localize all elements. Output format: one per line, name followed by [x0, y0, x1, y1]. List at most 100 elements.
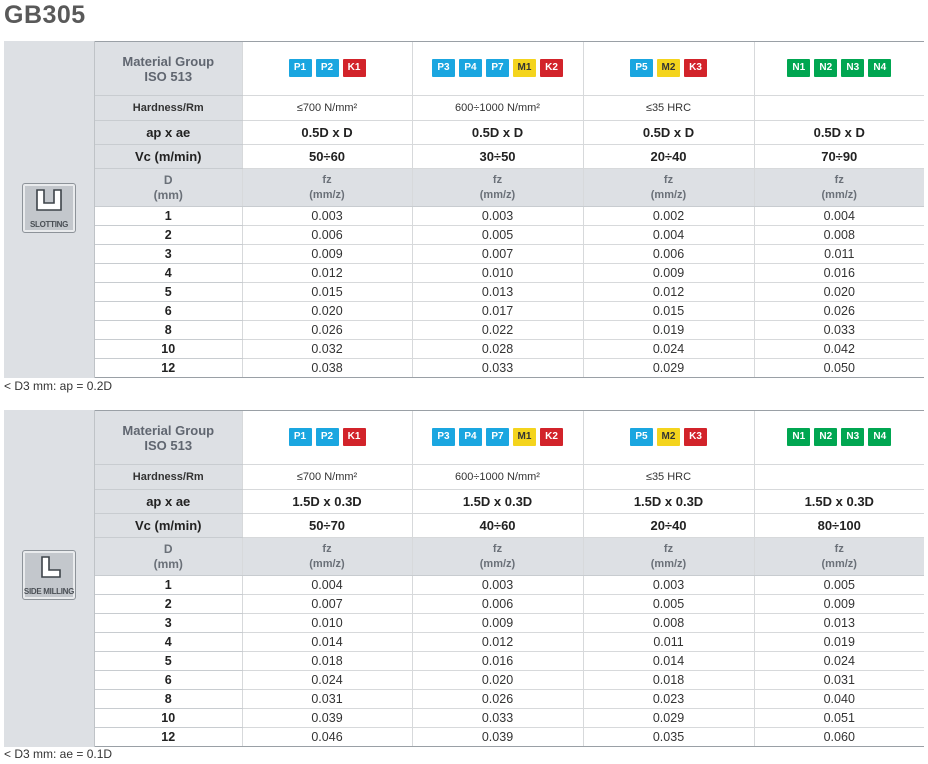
iso-badge-k2: K2: [540, 59, 563, 78]
feed-cell: 0.033: [411, 708, 583, 728]
material-badges-cell: N1 N2 N3 N4: [753, 41, 924, 96]
apae-value: 1.5D x 0.3D: [411, 489, 583, 514]
feed-cell: 0.012: [411, 632, 583, 652]
iso-badge-n3: N3: [841, 428, 865, 447]
feed-cell: 0.046: [241, 727, 412, 747]
apae-row: ap x ae 1.5D x 0.3D 1.5D x 0.3D 1.5D x 0.3D…: [95, 489, 924, 514]
feed-cell: 0.060: [753, 727, 924, 747]
apae-value: 1.5D x 0.3D: [753, 489, 924, 514]
feed-cell: 0.012: [241, 263, 412, 283]
side-milling-symbol: [41, 556, 61, 578]
feed-cell: 0.024: [582, 339, 754, 359]
hardness-value: ≤700 N/mm²: [241, 95, 412, 121]
table-row: 1 0.003 0.003 0.002 0.004: [95, 206, 924, 226]
feed-cell: 0.004: [753, 206, 924, 226]
iso-badge-k3: K3: [684, 428, 707, 447]
feed-cell: 0.006: [241, 225, 412, 245]
feed-cell: 0.040: [753, 689, 924, 709]
vc-row: Vc (m/min) 50÷60 30÷50 20÷40 70÷90: [95, 144, 924, 169]
vc-row: Vc (m/min) 50÷70 40÷60 20÷40 80÷100: [95, 513, 924, 538]
iso-badge-n4: N4: [868, 59, 892, 78]
table-row: 2 0.006 0.005 0.004 0.008: [95, 225, 924, 245]
feed-cell: 0.006: [582, 244, 754, 264]
side-milling-table: Material Group ISO 513 P1 P2 K1 P3 P4 P7 M1 K2 P5 M…: [95, 410, 924, 747]
feed-cell: 0.009: [411, 613, 583, 633]
feed-cell: 0.033: [753, 320, 924, 340]
vc-value: 50÷60: [241, 144, 412, 169]
feed-cell: 0.007: [411, 244, 583, 264]
diameter-cell: 4: [95, 632, 242, 652]
table-row: 3 0.010 0.009 0.008 0.013: [95, 613, 924, 633]
iso-badge-n1: N1: [787, 59, 811, 78]
diameter-cell: 1: [95, 575, 242, 595]
iso-badge-p5: P5: [630, 428, 653, 447]
slotting-icon-label: SLOTTING: [29, 220, 69, 229]
diameter-header-line2: (mm): [153, 556, 183, 571]
feed-cell: 0.017: [411, 301, 583, 321]
feed-cell: 0.020: [753, 282, 924, 302]
feed-cell: 0.035: [582, 727, 754, 747]
feed-cell: 0.005: [753, 575, 924, 595]
apae-label: ap x ae: [95, 489, 242, 514]
hardness-row: Hardness/Rm ≤700 N/mm² 600÷1000 N/mm² ≤35 H…: [95, 95, 924, 121]
iso-badge-k1: K1: [342, 59, 366, 78]
iso-badge-n4: N4: [868, 428, 892, 447]
feed-cell: 0.009: [241, 244, 412, 264]
table-row: 5 0.015 0.013 0.012 0.020: [95, 282, 924, 302]
feed-cell: 0.050: [753, 358, 924, 378]
feed-cell: 0.011: [753, 244, 924, 264]
feed-header-line2: (mm/z): [309, 188, 345, 201]
material-badges-cell: P3 P4 P7 M1 K2: [411, 410, 583, 465]
vc-label: Vc (m/min): [95, 513, 242, 538]
feed-header: fz (mm/z): [411, 168, 583, 207]
material-group-label: Material Group ISO 513: [95, 41, 242, 96]
diameter-cell: 5: [95, 651, 242, 671]
vc-value: 80÷100: [753, 513, 924, 538]
material-badges-cell: P1 P2 K1: [241, 41, 412, 96]
feed-header: fz (mm/z): [241, 168, 412, 207]
diameter-header-line1: D: [163, 172, 173, 187]
diameter-cell: 8: [95, 689, 242, 709]
feed-cell: 0.008: [582, 613, 754, 633]
feed-cell: 0.014: [582, 651, 754, 671]
feed-header-line1: fz: [322, 542, 332, 555]
feed-header-line2: (mm/z): [479, 557, 516, 570]
feed-cell: 0.009: [753, 594, 924, 614]
feed-cell: 0.010: [411, 263, 583, 283]
feed-cell: 0.029: [582, 358, 754, 378]
diameter-cell: 1: [95, 206, 242, 226]
diameter-cell: 2: [95, 225, 242, 245]
hardness-label: Hardness/Rm: [95, 95, 242, 121]
diameter-cell: 4: [95, 263, 242, 283]
iso-badge-k2: K2: [540, 428, 563, 447]
feed-cell: 0.032: [241, 339, 412, 359]
iso-badge-p1: P1: [288, 59, 312, 78]
feed-cell: 0.039: [411, 727, 583, 747]
feed-header-line1: fz: [663, 173, 674, 186]
feed-header: fz (mm/z): [753, 537, 924, 576]
feed-cell: 0.016: [411, 651, 583, 671]
column-header-row: D (mm) fz (mm/z) fz (mm/z) fz (mm/z) fz (mm/z): [95, 537, 924, 576]
feed-cell: 0.019: [753, 632, 924, 652]
iso-badge-p3: P3: [432, 59, 455, 78]
feed-cell: 0.010: [241, 613, 412, 633]
iso-badge-p7: P7: [486, 59, 509, 78]
diameter-header: D (mm): [95, 537, 242, 576]
feed-header: fz (mm/z): [582, 537, 754, 576]
feed-cell: 0.006: [411, 594, 583, 614]
material-badges-cell: P3 P4 P7 M1 K2: [411, 41, 583, 96]
apae-value: 0.5D x D: [582, 120, 754, 145]
apae-value: 0.5D x D: [753, 120, 924, 145]
feed-cell: 0.013: [753, 613, 924, 633]
side-milling-footnote: < D3 mm: ae = 0.1D: [4, 747, 113, 761]
feed-cell: 0.019: [582, 320, 754, 340]
feed-cell: 0.020: [411, 670, 583, 690]
material-badges-cell: N1 N2 N3 N4: [753, 410, 924, 465]
feed-cell: 0.008: [753, 225, 924, 245]
iso-badge-p4: P4: [459, 428, 482, 447]
material-group-label: Material Group ISO 513: [95, 410, 242, 465]
feed-header-line1: fz: [834, 173, 844, 186]
table-row: 2 0.007 0.006 0.005 0.009: [95, 594, 924, 614]
operation-icon-column: SIDE MILLING: [4, 410, 95, 747]
material-group-row: Material Group ISO 513 P1 P2 K1 P3 P4 P7 M1 K2 P5 M…: [95, 410, 924, 465]
